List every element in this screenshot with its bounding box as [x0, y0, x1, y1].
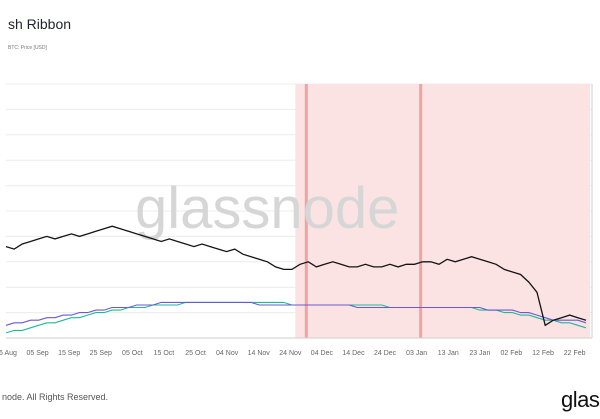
x-tick-label: 25 Sep — [90, 350, 112, 357]
x-tick-label: 05 Oct — [122, 350, 143, 357]
x-tick-label: 15 Sep — [58, 350, 80, 357]
series-lines — [5, 225, 587, 334]
capitulation-band — [295, 84, 590, 338]
x-tick-label: 25 Oct — [185, 350, 206, 357]
x-tick-label: 14 Nov — [248, 350, 271, 357]
chart-title: sh Ribbon — [8, 16, 72, 32]
ma-fast-line — [5, 301, 587, 326]
x-tick-label: 22 Feb — [564, 350, 586, 357]
brand-logo: glass — [561, 387, 600, 412]
x-tick-label: 02 Feb — [501, 350, 523, 357]
chart-subtitle: BTC: Price [USD] — [8, 45, 47, 51]
x-tick-label: 23 Jan — [469, 350, 490, 357]
x-axis-ticks: 16 Aug 05 Sep 15 Sep 25 Sep 05 Oct 15 Oct 25 O… — [0, 350, 586, 357]
x-tick-label: 05 Sep — [26, 350, 48, 357]
x-tick-label: 12 Feb — [532, 350, 554, 357]
x-tick-label: 13 Jan — [438, 350, 459, 357]
x-tick-label: 03 Jan — [406, 350, 427, 357]
copyright-footer: node. All Rights Reserved. — [2, 392, 109, 402]
capitulation-region — [295, 84, 590, 338]
x-tick-label: 16 Aug — [0, 350, 17, 357]
x-tick-label: 15 Oct — [154, 350, 175, 357]
price-line — [5, 225, 587, 327]
x-tick-label: 14 Dec — [342, 350, 365, 357]
x-tick-label: 24 Nov — [279, 350, 302, 357]
watermark: glassnode — [135, 176, 399, 241]
x-tick-label: 04 Dec — [311, 350, 334, 357]
x-tick-label: 04 Nov — [216, 350, 239, 357]
x-tick-label: 24 Dec — [374, 350, 397, 357]
